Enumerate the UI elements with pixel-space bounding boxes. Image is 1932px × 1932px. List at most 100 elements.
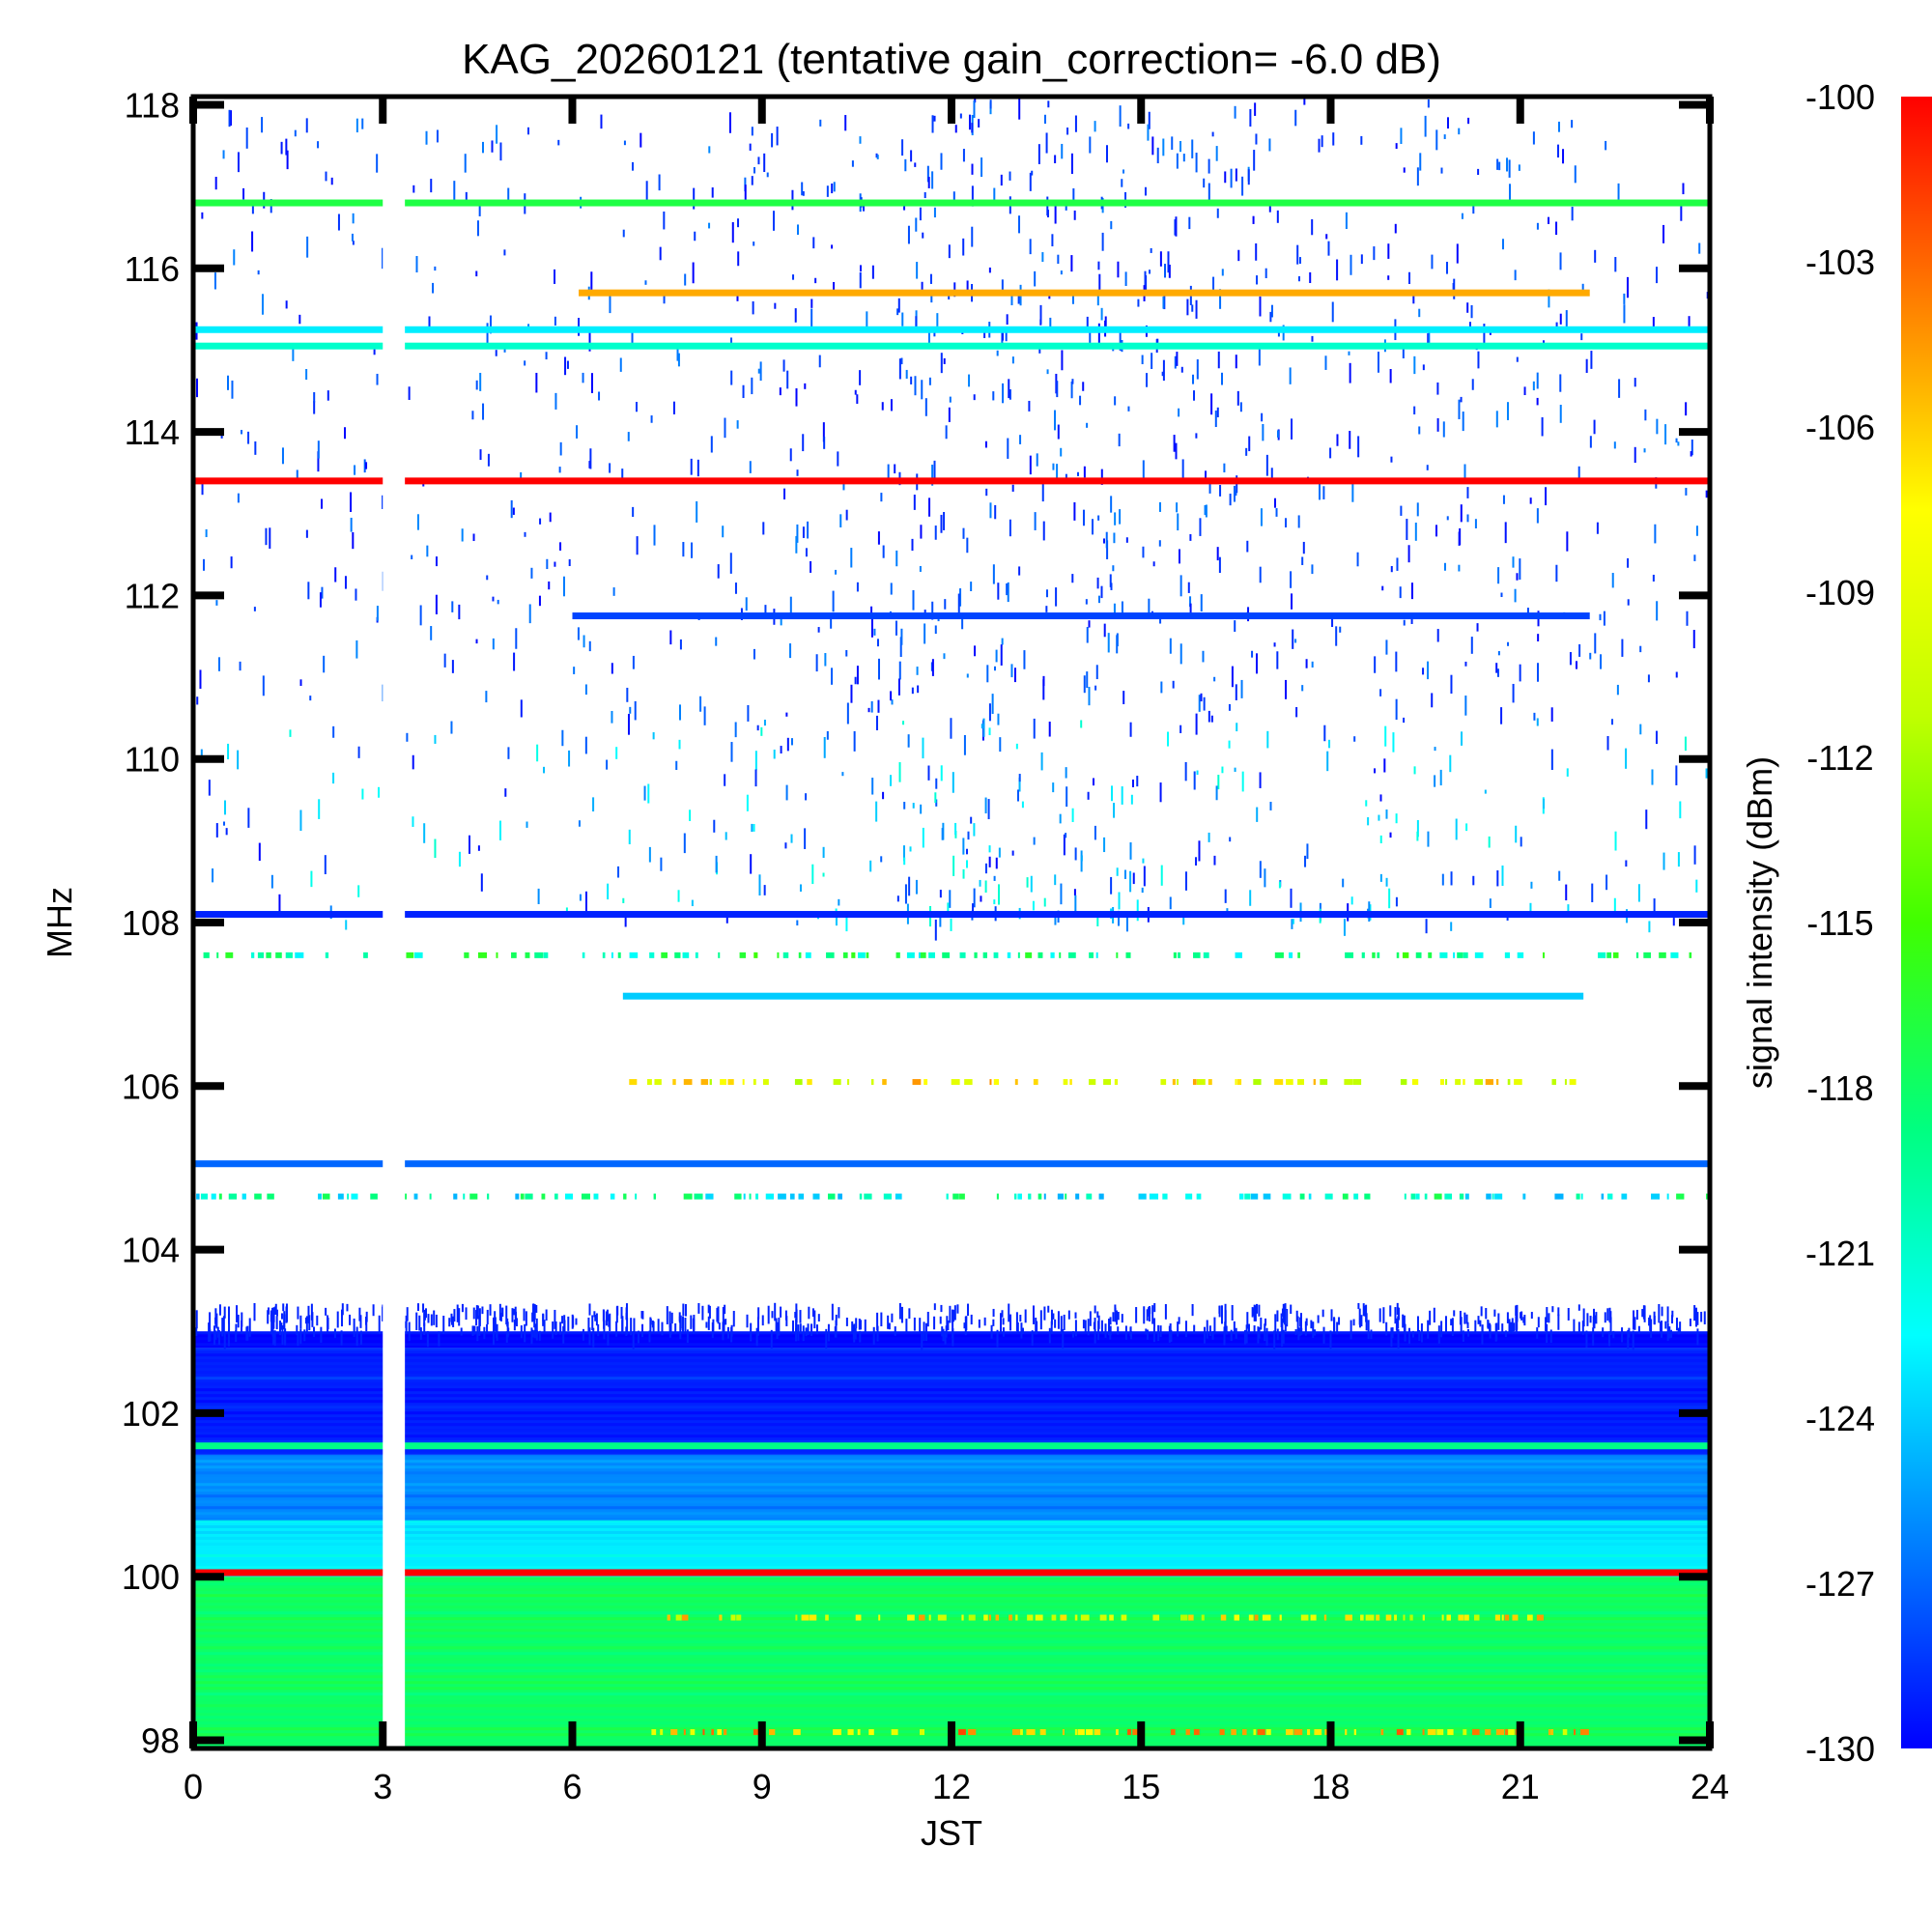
intermittent-segment [649, 952, 655, 958]
noise-mark [1641, 1309, 1644, 1318]
noise-mark [1121, 1314, 1123, 1323]
noise-mark [1070, 153, 1073, 175]
noise-mark [1545, 487, 1548, 506]
noise-mark [864, 1319, 867, 1333]
noise-mark [1374, 656, 1377, 673]
noise-mark [1336, 259, 1339, 281]
noise-mark [637, 1330, 639, 1344]
noise-mark [1011, 484, 1014, 492]
noise-mark [839, 514, 842, 527]
noise-mark [1217, 775, 1220, 790]
noise-mark [678, 739, 681, 750]
noise-mark [1032, 1305, 1035, 1324]
noise-mark [1149, 1307, 1151, 1315]
intermittent-segment [1376, 1614, 1380, 1621]
noise-mark [1396, 557, 1399, 571]
noise-mark [1520, 1311, 1523, 1321]
noise-mark [1693, 1305, 1696, 1321]
intermittent-segment [1445, 1079, 1448, 1086]
noise-mark [1089, 1311, 1092, 1326]
noise-mark [1291, 593, 1293, 610]
noise-mark [1373, 246, 1376, 261]
intermittent-segment [1172, 1079, 1176, 1086]
noise-mark [812, 237, 815, 249]
noise-mark [950, 918, 952, 931]
noise-mark [1397, 1329, 1400, 1349]
noise-mark [251, 231, 254, 252]
intermittent-segment [1286, 1729, 1293, 1736]
noise-mark [1071, 574, 1074, 583]
noise-mark [950, 718, 952, 739]
intermittent-segment [1474, 1079, 1484, 1086]
noise-mark [1160, 681, 1163, 694]
noise-mark [1634, 378, 1636, 387]
noise-mark [1061, 143, 1064, 159]
noise-mark [222, 1316, 225, 1334]
noise-mark [1002, 1318, 1005, 1325]
noise-mark [779, 387, 781, 396]
signal-line [193, 199, 1710, 207]
y-tick-label: 106 [122, 1066, 180, 1106]
noise-mark [890, 399, 893, 412]
intermittent-segment [322, 1193, 330, 1200]
noise-mark [789, 643, 792, 659]
noise-mark [425, 130, 428, 145]
noise-mark [1113, 603, 1116, 613]
noise-mark [1468, 322, 1471, 327]
noise-mark [1464, 661, 1467, 667]
noise-mark [423, 1322, 426, 1335]
noise-mark [782, 359, 785, 372]
noise-mark [1612, 1330, 1615, 1339]
noise-mark [648, 846, 651, 863]
intermittent-segment [1007, 952, 1011, 958]
noise-mark [1465, 823, 1468, 832]
noise-mark [1213, 676, 1216, 682]
noise-mark [353, 1318, 355, 1338]
noise-mark [568, 559, 571, 567]
intermittent-segment [647, 1079, 652, 1086]
noise-mark [870, 606, 873, 617]
noise-mark [910, 376, 913, 384]
intermittent-segment [203, 952, 210, 958]
noise-mark [988, 703, 991, 722]
noise-mark [934, 625, 937, 635]
noise-mark [1152, 561, 1155, 567]
noise-mark [1613, 441, 1616, 449]
noise-mark [1116, 867, 1119, 876]
noise-mark [717, 564, 720, 579]
noise-mark [214, 1317, 217, 1324]
noise-mark [1582, 1308, 1585, 1327]
intermittent-segment [1670, 952, 1679, 958]
intermittent-segment [1444, 1193, 1453, 1200]
noise-mark [1187, 582, 1190, 593]
intermittent-segment [1404, 1193, 1406, 1200]
noise-mark [1123, 869, 1126, 879]
noise-mark [576, 425, 579, 439]
noise-mark [1291, 418, 1293, 440]
noise-mark [427, 1314, 430, 1323]
noise-mark [617, 866, 620, 878]
noise-mark [1009, 1314, 1012, 1331]
noise-mark [722, 1307, 724, 1326]
noise-mark [804, 828, 807, 849]
noise-mark [493, 1317, 496, 1324]
noise-mark [1151, 136, 1154, 156]
noise-mark [1082, 382, 1085, 391]
noise-mark [1255, 242, 1258, 261]
noise-mark [1040, 752, 1043, 771]
noise-mark [871, 265, 874, 279]
noise-mark [1350, 254, 1352, 275]
noise-mark [592, 797, 595, 812]
noise-mark [1520, 1312, 1522, 1319]
noise-mark [1336, 1321, 1339, 1335]
intermittent-segment [711, 1729, 715, 1736]
noise-mark [891, 1313, 894, 1322]
intermittent-segment [413, 1193, 418, 1200]
intermittent-segment [1069, 1079, 1072, 1086]
noise-mark [1247, 169, 1250, 185]
noise-mark [1298, 257, 1301, 264]
noise-mark [415, 256, 418, 273]
intermittent-segment [1009, 1614, 1013, 1621]
noise-mark [435, 594, 438, 614]
noise-mark [1019, 1315, 1022, 1322]
